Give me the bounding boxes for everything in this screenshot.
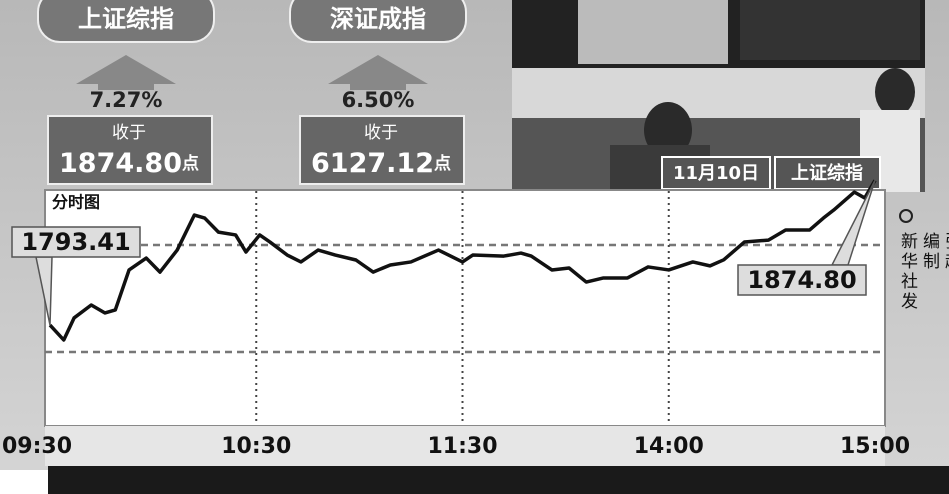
- index-change: 7.27%: [90, 88, 163, 112]
- label-box: [11, 226, 141, 258]
- x-tick-label: 09:30: [2, 434, 72, 459]
- chart-title: 分时图: [52, 193, 100, 212]
- close-value: 6127.12点: [311, 148, 451, 179]
- x-axis-strip: [45, 426, 885, 466]
- label-box: [737, 264, 867, 296]
- plot-area: [44, 189, 886, 427]
- photo: [512, 0, 925, 192]
- close-unit: 点: [434, 153, 451, 174]
- close-number: 6127.12: [311, 148, 434, 179]
- caption-box: [661, 156, 771, 190]
- chart: 09:30 10:30 11:30 14:00 15:00 1793.41 1874.80: [2, 179, 910, 459]
- value-label: 1874.80: [747, 266, 856, 294]
- credit-agency: 新华社发: [897, 232, 917, 312]
- credit: 张越 编制 新华社发: [896, 232, 949, 320]
- agency-icon: [899, 209, 913, 223]
- close-caption: 收于: [112, 123, 146, 143]
- index-pill: [37, 0, 215, 43]
- series-line: [48, 179, 877, 342]
- value-label: 1793.41: [21, 228, 130, 256]
- close-caption: 收于: [364, 123, 398, 143]
- x-tick-label: 11:30: [427, 434, 497, 459]
- close-box: [47, 115, 213, 185]
- x-tick-label: 15:00: [840, 434, 910, 459]
- close-number: 1874.80: [59, 148, 182, 179]
- close-value: 1874.80点: [59, 148, 199, 179]
- credit-role: 编制: [919, 232, 939, 272]
- index-change: 6.50%: [342, 88, 415, 112]
- close-unit: 点: [182, 153, 199, 174]
- up-arrow: [328, 55, 428, 90]
- index-pill: [289, 0, 467, 43]
- bottom-bar: [48, 466, 949, 494]
- close-box: [299, 115, 465, 185]
- credit-author: 张越: [941, 232, 949, 272]
- index-name: 深证成指: [330, 5, 426, 33]
- photo-index: 上证综指: [791, 162, 863, 184]
- index-name: 上证综指: [78, 5, 174, 33]
- x-tick-label: 14:00: [634, 434, 704, 459]
- up-arrow: [76, 55, 176, 90]
- photo-date: 11月10日: [673, 163, 759, 184]
- x-tick-label: 10:30: [221, 434, 291, 459]
